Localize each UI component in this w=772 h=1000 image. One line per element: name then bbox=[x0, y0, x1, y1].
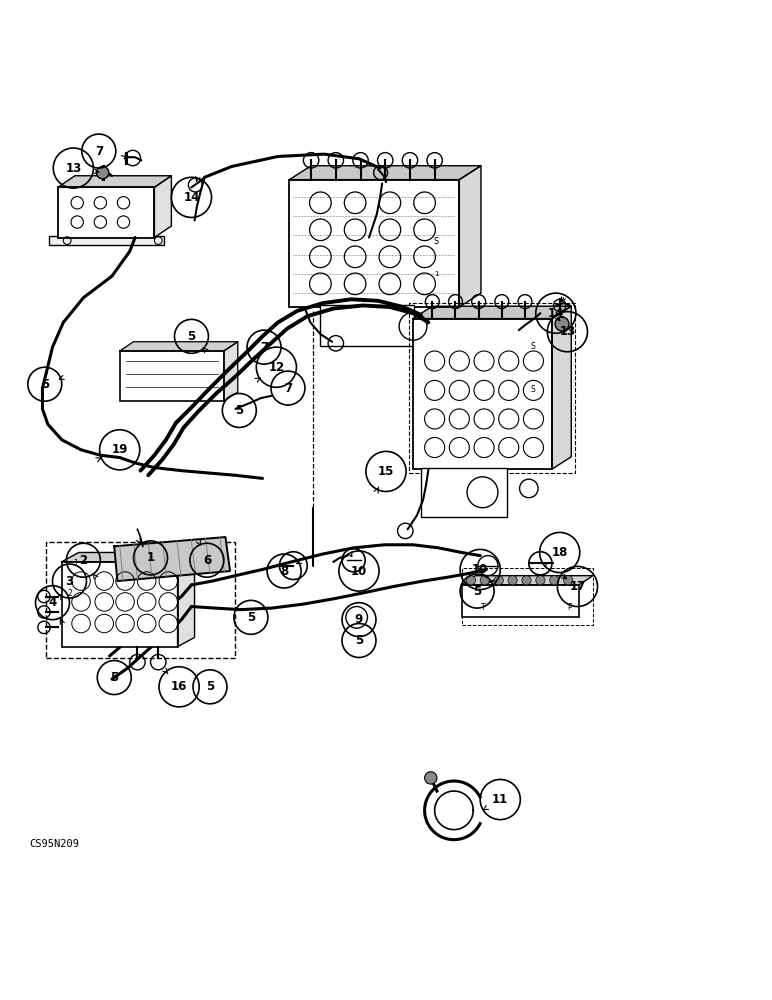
Text: S: S bbox=[530, 385, 535, 394]
Text: 1: 1 bbox=[147, 551, 154, 564]
Polygon shape bbox=[114, 537, 230, 581]
Text: 5: 5 bbox=[235, 404, 243, 417]
Text: 7: 7 bbox=[95, 145, 103, 158]
Text: 18: 18 bbox=[551, 546, 568, 559]
Polygon shape bbox=[58, 176, 171, 187]
Circle shape bbox=[466, 576, 476, 585]
Circle shape bbox=[425, 772, 437, 784]
FancyBboxPatch shape bbox=[413, 319, 552, 469]
Circle shape bbox=[564, 576, 573, 585]
Circle shape bbox=[96, 166, 109, 179]
Polygon shape bbox=[62, 552, 195, 562]
Text: 16: 16 bbox=[171, 680, 188, 693]
Circle shape bbox=[536, 576, 545, 585]
Circle shape bbox=[508, 576, 517, 585]
Text: 5: 5 bbox=[110, 671, 118, 684]
Text: T: T bbox=[481, 603, 486, 612]
Text: 4: 4 bbox=[49, 596, 56, 609]
Polygon shape bbox=[462, 576, 593, 585]
Text: CS95N209: CS95N209 bbox=[29, 839, 80, 849]
Circle shape bbox=[522, 576, 531, 585]
FancyBboxPatch shape bbox=[120, 351, 224, 401]
Text: 1: 1 bbox=[73, 559, 78, 568]
Polygon shape bbox=[413, 306, 571, 319]
Text: 17: 17 bbox=[569, 580, 586, 593]
FancyBboxPatch shape bbox=[320, 305, 414, 346]
Polygon shape bbox=[459, 166, 481, 307]
Text: 8: 8 bbox=[280, 565, 288, 578]
Text: 5: 5 bbox=[247, 611, 255, 624]
Text: 3: 3 bbox=[66, 575, 73, 588]
Text: S: S bbox=[530, 342, 535, 351]
Text: 7: 7 bbox=[260, 341, 268, 354]
Text: 9: 9 bbox=[355, 613, 363, 626]
Text: 7: 7 bbox=[284, 382, 292, 395]
Circle shape bbox=[480, 576, 489, 585]
Text: 14: 14 bbox=[183, 191, 200, 204]
Text: 14: 14 bbox=[547, 307, 564, 320]
Polygon shape bbox=[224, 342, 238, 401]
Text: 10: 10 bbox=[472, 563, 489, 576]
Text: S: S bbox=[434, 237, 438, 246]
Circle shape bbox=[550, 576, 559, 585]
FancyBboxPatch shape bbox=[49, 236, 164, 245]
Text: 11: 11 bbox=[492, 793, 509, 806]
Text: 15: 15 bbox=[378, 465, 394, 478]
Text: 2: 2 bbox=[80, 554, 87, 567]
Circle shape bbox=[555, 317, 569, 331]
FancyBboxPatch shape bbox=[58, 187, 154, 238]
Polygon shape bbox=[154, 176, 171, 238]
Text: 13: 13 bbox=[559, 325, 576, 338]
FancyBboxPatch shape bbox=[462, 585, 579, 617]
FancyBboxPatch shape bbox=[290, 180, 459, 307]
Text: 13: 13 bbox=[65, 162, 82, 175]
Text: 10: 10 bbox=[350, 565, 367, 578]
FancyBboxPatch shape bbox=[421, 468, 507, 517]
Text: 5: 5 bbox=[41, 378, 49, 391]
Text: 5: 5 bbox=[206, 680, 214, 693]
Polygon shape bbox=[552, 306, 571, 469]
Polygon shape bbox=[178, 552, 195, 647]
FancyBboxPatch shape bbox=[62, 562, 178, 647]
Polygon shape bbox=[120, 342, 238, 351]
Text: 5: 5 bbox=[473, 585, 481, 598]
Text: 5: 5 bbox=[188, 330, 195, 343]
Text: 2: 2 bbox=[68, 589, 73, 598]
Text: 6: 6 bbox=[203, 554, 211, 567]
Text: 5: 5 bbox=[355, 634, 363, 647]
Polygon shape bbox=[290, 166, 481, 180]
Text: 19: 19 bbox=[111, 443, 128, 456]
Text: 1: 1 bbox=[434, 271, 438, 277]
Circle shape bbox=[494, 576, 503, 585]
Text: P: P bbox=[567, 603, 572, 612]
Text: 12: 12 bbox=[268, 361, 285, 374]
